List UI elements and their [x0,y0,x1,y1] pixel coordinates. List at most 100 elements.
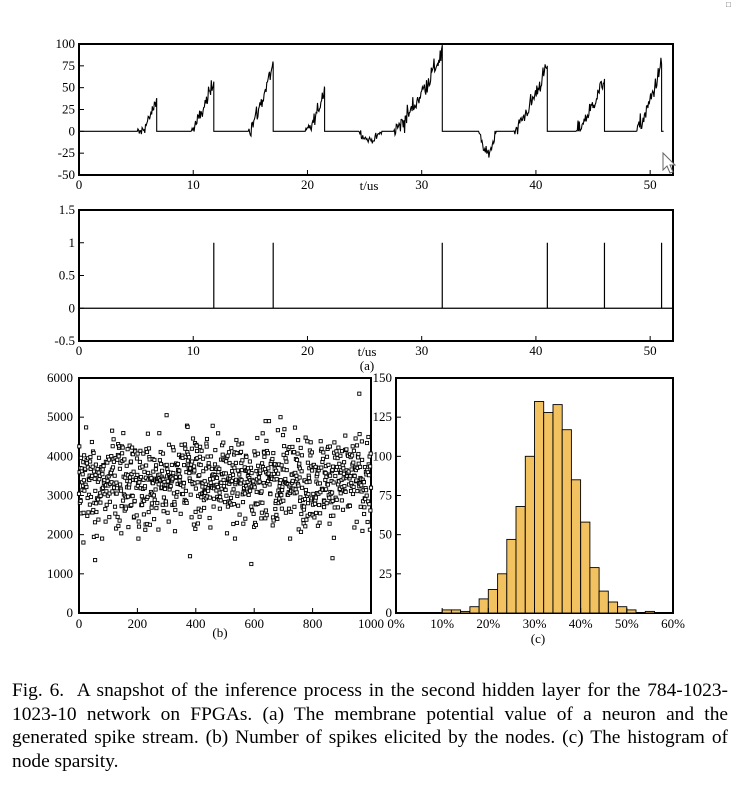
scatter-point [237,512,242,517]
scatter-point [129,502,134,508]
scatter-point [296,483,301,488]
scatter-point [336,445,341,450]
x-tick-label: 10% [430,616,454,631]
scatter-point [78,498,83,504]
scatter-point [368,464,373,469]
scatter-point [312,501,318,506]
scatter-point [232,465,237,470]
scatter-point [279,493,284,498]
scatter-point [183,488,188,493]
scatter-point [324,501,329,506]
scatter-point [161,495,166,500]
histogram-bar [506,538,517,614]
scatter-point [107,515,112,520]
scatter-point [120,498,126,503]
panel-label-b: (b) [212,625,227,640]
scatter-point [263,419,268,424]
scatter-point [354,478,359,483]
scatter-point [306,492,311,497]
scatter-point [96,517,101,522]
scatter-point [249,471,254,476]
histogram-bar [607,601,619,614]
scatter-point [270,523,275,528]
scatter-point [244,454,249,459]
scatter-point [351,484,356,489]
scatter-point [352,473,357,479]
scatter-point [300,485,305,490]
scatter-point [275,516,280,521]
x-tick-label: 40 [529,177,542,192]
scatter-point [302,497,308,502]
scatter-point [333,473,338,479]
scatter-point [260,461,265,466]
x-tick-label: 40% [569,616,593,631]
scatter-point [134,456,140,461]
y-tick-label: 100 [56,36,76,51]
scatter-point [239,468,244,473]
figure-caption: Fig. 6. A snapshot of the inference proc… [12,679,728,773]
scatter-point [283,510,288,515]
scatter-point [366,434,371,440]
scatter-point [200,484,205,489]
scatter-point [114,486,120,491]
scatter-point [128,475,133,480]
scatter-point [344,447,349,452]
scatter-point [284,451,290,456]
scatter-point [266,466,271,471]
scatter-point [241,521,246,526]
scatter-point [260,500,265,505]
scatter-point [350,444,355,449]
scatter-point [153,487,158,492]
scatter-point [352,525,357,530]
histogram-bar [460,610,471,614]
scatter-point [316,502,322,508]
scatter-point [338,491,343,496]
scatter-point [260,431,265,436]
scatter-point [365,519,370,525]
scatter-point [221,477,226,482]
scatter-point [155,501,160,506]
scatter-point [337,461,342,466]
scatter-point [136,536,141,541]
scatter-point [248,488,253,493]
scatter-point [227,460,232,466]
scatter-point [117,466,122,471]
scatter-point [305,460,310,465]
scatter-point [149,505,154,510]
scatter-point [253,522,258,528]
histogram-bar [543,412,554,614]
histogram-bar [570,479,582,614]
spike-chart: -0.500.511.50 10 20 30 40 50t/us(a) [54,202,674,373]
scatter-point [81,478,86,483]
scatter-point [199,495,204,500]
scatter-point [132,498,137,504]
scatter-point [171,448,176,453]
y-tick-label: 0 [69,123,76,138]
x-tick-label: 20% [476,616,500,631]
x-tick-label: 0 [76,616,83,631]
scatter-point [238,481,243,486]
x-tick-label: 0 [76,177,83,192]
scatter-point [230,472,236,477]
y-tick-label: 2000 [47,527,73,542]
scatter-point [368,485,374,490]
scatter-point [92,469,97,474]
scatter-point [82,453,87,458]
scatter-point [153,467,158,472]
scatter-point [290,478,295,483]
scatter-point [207,495,212,500]
scatter-point [198,444,203,449]
scatter-point [98,500,103,505]
scatter-point [327,521,332,526]
scatter-point [200,456,206,461]
scatter-point [142,484,148,489]
x-tick-label: 30 [415,177,428,192]
scatter-point [296,527,301,532]
scatter-point [256,463,261,468]
membrane-chart-frame [78,43,674,176]
scatter-point [214,488,219,493]
scatter-point [100,472,105,477]
scatter-point [343,489,348,494]
scatter-point [348,474,353,479]
scatter-point [334,449,339,454]
